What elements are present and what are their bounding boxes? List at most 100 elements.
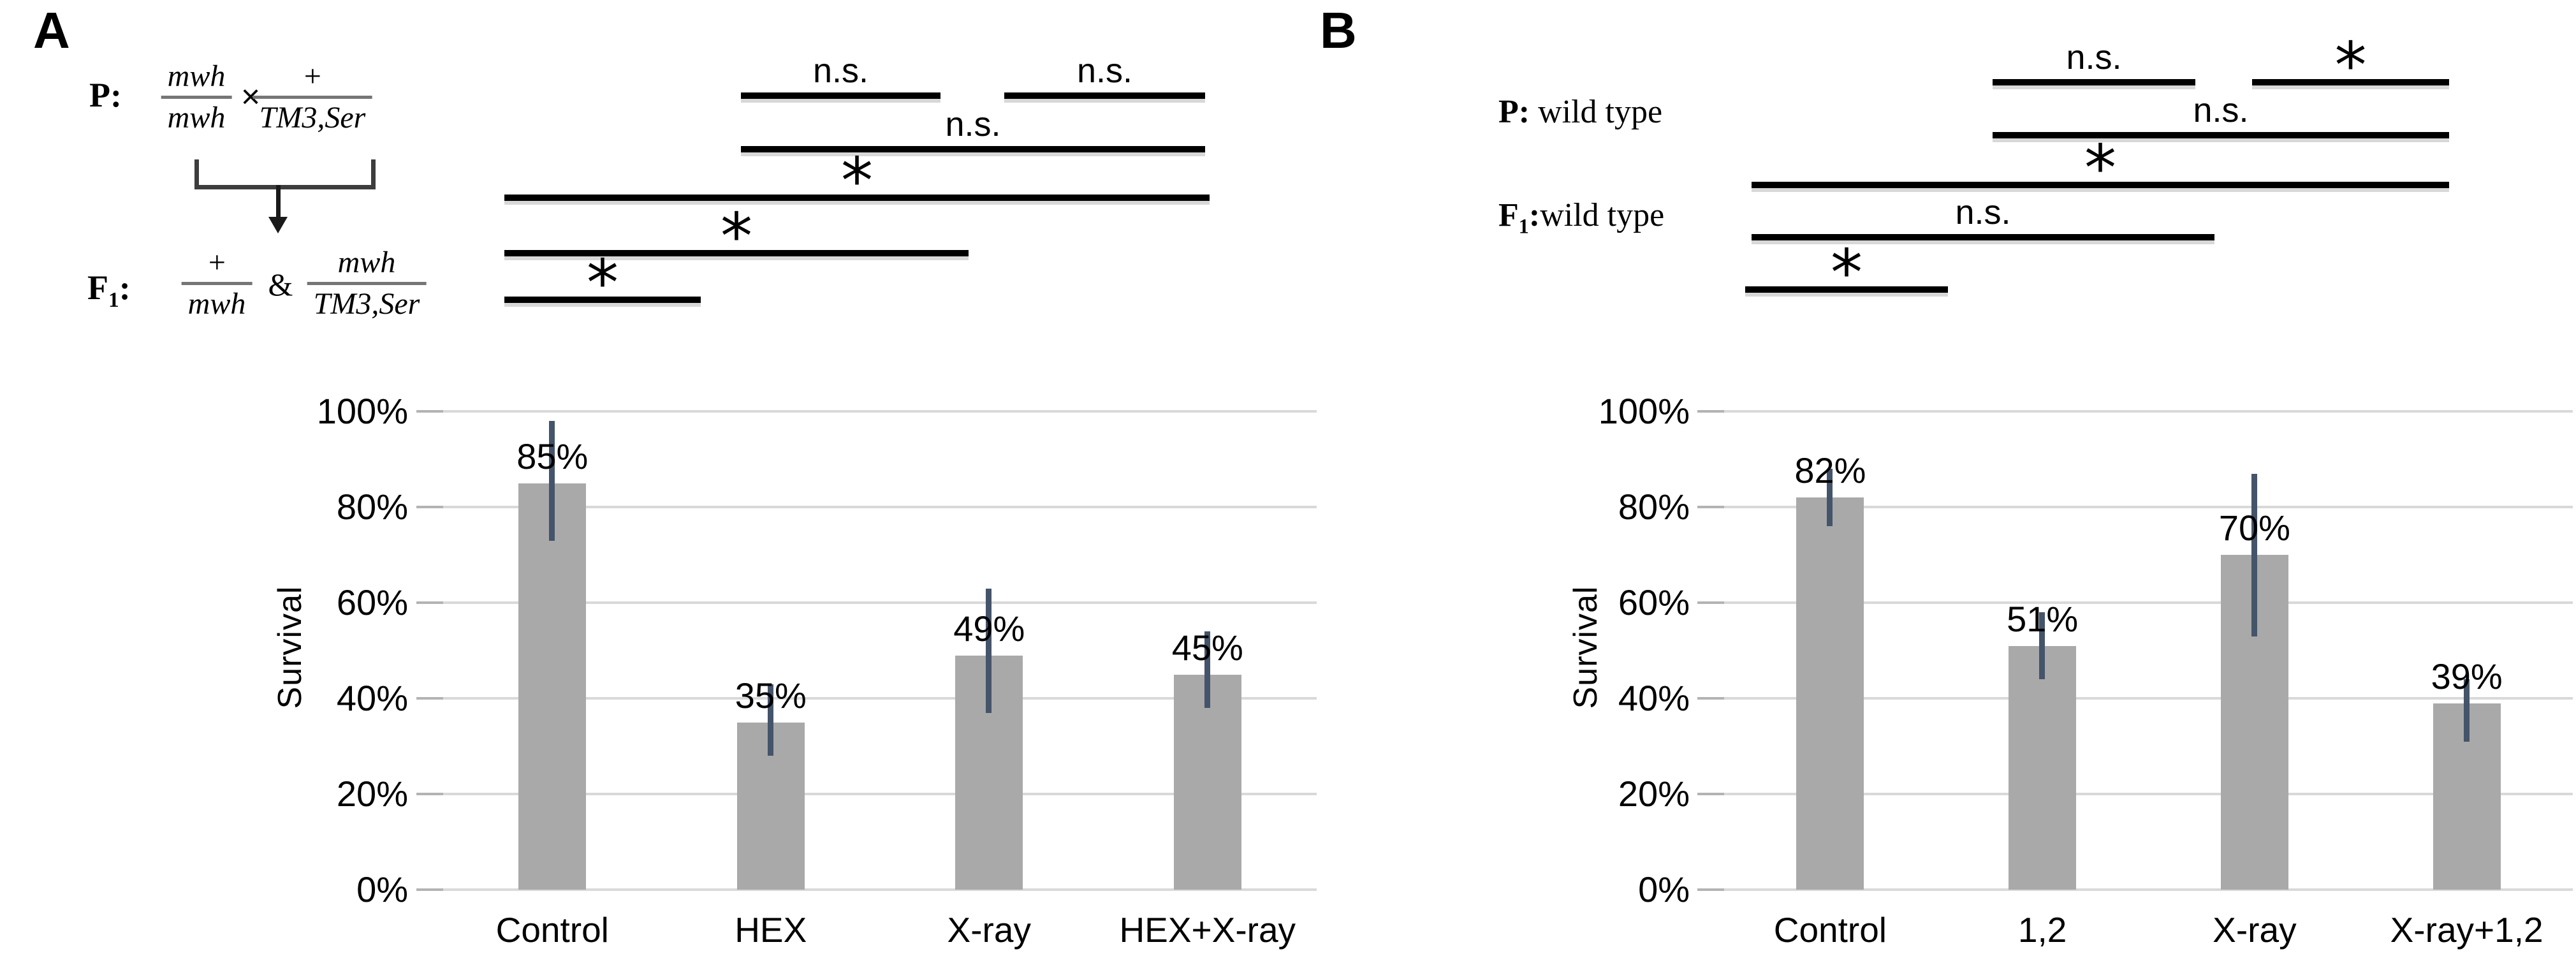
bar-value-label: 39% <box>2431 656 2503 696</box>
y-axis-tick <box>1697 506 1724 508</box>
y-tick-label: 20% <box>336 774 408 814</box>
gridline-100 <box>443 410 1317 413</box>
gridline-0 <box>1724 888 2573 891</box>
panel-b-letter: B <box>1320 2 1357 59</box>
significance-line <box>1004 92 1205 99</box>
y-axis-tick <box>1697 697 1724 700</box>
y-axis-tick <box>416 410 443 413</box>
significance-label-ns: n.s. <box>2193 91 2249 129</box>
y-tick-label: 0% <box>1638 869 1690 909</box>
error-bar-1,2 <box>2039 612 2045 679</box>
significance-line <box>504 195 1210 201</box>
b-f1-generation-label: F1:wild type <box>1498 197 1665 238</box>
category-label-X-ray: X-ray <box>2213 910 2297 950</box>
error-bar-HEX <box>767 684 773 756</box>
fraction-denominator: TM3,Ser <box>259 101 366 135</box>
bar-Control <box>518 483 587 890</box>
significance-label-star: * <box>587 246 618 320</box>
b-parent-generation-label: P: wild type <box>1498 94 1663 130</box>
error-bar-HEX+X-ray <box>1204 631 1210 708</box>
significance-label-ns: n.s. <box>2066 38 2122 77</box>
y-tick-label: 0% <box>356 869 408 909</box>
gridline-20 <box>443 793 1317 795</box>
significance-line <box>1752 182 2449 188</box>
category-label-X-ray: X-ray <box>947 910 1031 950</box>
gridline-20 <box>1724 793 2573 795</box>
y-axis-tick <box>416 888 443 891</box>
fraction-numerator: mwh <box>337 246 396 279</box>
y-axis-tick <box>1697 793 1724 795</box>
genotype-fraction-f1-1: + mwh <box>181 245 252 322</box>
gridline-80 <box>1724 506 2573 508</box>
error-bar-X-ray <box>986 588 992 713</box>
bar-value-label: 82% <box>1794 450 1866 490</box>
cross-bracket <box>194 159 376 189</box>
bar-1,2 <box>2009 645 2077 890</box>
p-generation-label: P: <box>89 76 122 114</box>
gridline-0 <box>443 888 1317 891</box>
significance-label-ns: n.s. <box>1076 52 1133 90</box>
fraction-numerator: + <box>206 246 228 279</box>
y-tick-label: 20% <box>1618 774 1690 814</box>
category-label-1,2: 1,2 <box>2017 910 2067 950</box>
y-axis-title: Survival <box>272 585 309 709</box>
cross-ampersand: & <box>268 267 293 302</box>
cross-arrowhead-icon <box>268 217 288 233</box>
f1-generation-label: F1: <box>87 268 131 312</box>
fraction-bar <box>252 96 372 99</box>
gridline-100 <box>1724 410 2573 413</box>
significance-line <box>1993 132 2449 138</box>
fraction-denominator: TM3,Ser <box>313 287 420 321</box>
significance-line <box>504 297 701 303</box>
y-axis-tick <box>1697 888 1724 891</box>
category-label-X-ray+1,2: X-ray+1,2 <box>2390 910 2543 950</box>
y-tick-label: 60% <box>336 582 408 622</box>
fraction-denominator: mwh <box>167 101 226 135</box>
category-label-HEX: HEX <box>735 910 807 950</box>
panel-a-letter: A <box>33 2 70 59</box>
genotype-fraction-f1-2: mwh TM3,Ser <box>307 245 427 322</box>
significance-label-star: * <box>2334 28 2367 103</box>
y-axis-tick <box>416 697 443 700</box>
bar-value-label: 51% <box>2007 598 2079 639</box>
genotype-fraction-parent-1: mwh mwh <box>161 59 232 136</box>
significance-label-star: * <box>1831 235 1862 310</box>
fraction-bar <box>181 282 252 285</box>
y-tick-label: 100% <box>1598 391 1690 431</box>
significance-line <box>741 146 1205 152</box>
significance-label-star: * <box>721 199 752 274</box>
fraction-bar <box>161 96 232 99</box>
y-axis-tick <box>416 506 443 508</box>
significance-label-ns: n.s. <box>812 52 869 90</box>
y-tick-label: 80% <box>1618 487 1690 527</box>
y-axis-tick <box>1697 410 1724 413</box>
y-tick-label: 80% <box>336 487 408 527</box>
bar-Control <box>1796 497 1864 890</box>
gridline-40 <box>443 697 1317 700</box>
error-bar-Control <box>1827 469 1833 526</box>
significance-line <box>2252 79 2449 85</box>
significance-line <box>741 92 940 99</box>
y-tick-label: 40% <box>1618 678 1690 718</box>
significance-label-ns: n.s. <box>1955 193 2011 232</box>
genotype-fraction-parent-2: + TM3,Ser <box>252 59 372 136</box>
error-bar-X-ray+1,2 <box>2463 679 2470 742</box>
gridline-40 <box>1724 697 2573 700</box>
significance-line <box>504 250 969 256</box>
significance-line <box>1745 286 1948 293</box>
y-axis-tick <box>416 601 443 604</box>
y-axis-tick <box>416 793 443 795</box>
significance-label-ns: n.s. <box>945 105 1001 143</box>
y-tick-label: 40% <box>336 678 408 718</box>
bar-value-label: 35% <box>735 675 807 716</box>
fraction-numerator: mwh <box>167 59 226 93</box>
fraction-bar <box>307 282 427 285</box>
cross-arrow-line <box>276 185 281 218</box>
bar-value-label: 85% <box>516 436 589 476</box>
y-tick-label: 60% <box>1618 582 1690 622</box>
category-label-HEX+X-ray: HEX+X-ray <box>1119 910 1296 950</box>
bar-value-label: 49% <box>953 608 1025 649</box>
gridline-80 <box>443 506 1317 508</box>
category-label-Control: Control <box>1773 910 1887 950</box>
